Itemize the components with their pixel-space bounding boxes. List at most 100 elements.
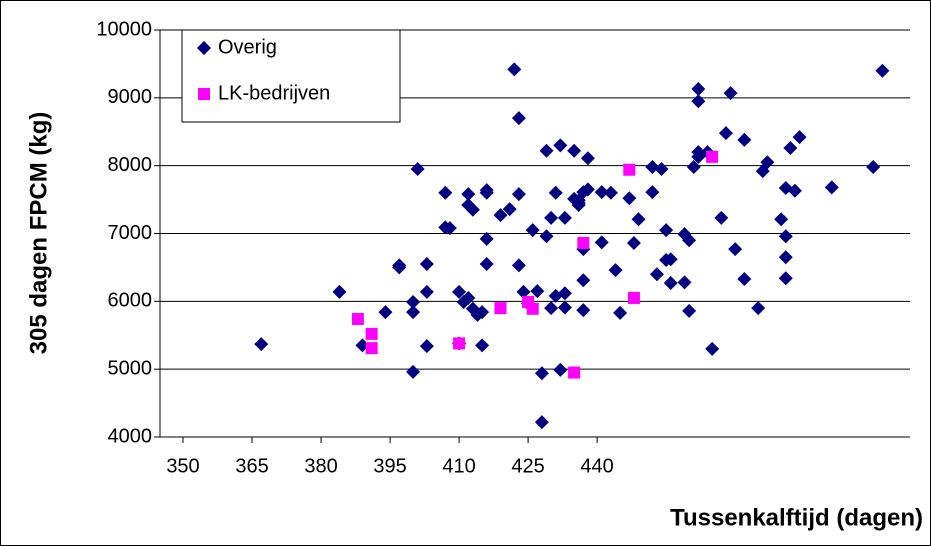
point (760, 155, 775, 170)
point (442, 221, 457, 236)
point (691, 94, 706, 109)
point (419, 284, 434, 299)
point (608, 263, 623, 278)
point (419, 339, 434, 354)
legend-label: Overig (218, 36, 277, 58)
point (548, 185, 563, 200)
point (691, 145, 706, 160)
point (751, 301, 766, 316)
point (649, 267, 664, 282)
point (365, 342, 378, 355)
point (705, 341, 720, 356)
point (526, 302, 539, 315)
point (539, 229, 554, 244)
point (406, 364, 421, 379)
point (479, 257, 494, 272)
legend-label: LK-bedrijven (218, 82, 330, 104)
point (470, 307, 485, 322)
legend: Overig LK-bedrijven (181, 29, 401, 123)
point (723, 86, 738, 101)
point (613, 305, 628, 320)
y-tick-label: 8000 (108, 154, 153, 176)
point (332, 284, 347, 299)
y-axis-title: 305 dagen FPCM (kg) (25, 112, 52, 355)
legend-marker (197, 41, 211, 55)
point (737, 132, 752, 147)
point (783, 141, 798, 156)
point (534, 415, 549, 430)
point (677, 275, 692, 290)
point (645, 160, 660, 175)
legend-marker (198, 88, 210, 100)
y-tick-label: 7000 (108, 222, 153, 244)
point (493, 208, 508, 223)
point (502, 202, 517, 217)
point (580, 151, 595, 166)
point (645, 185, 660, 200)
point (603, 185, 618, 200)
point (567, 143, 582, 158)
point (392, 260, 407, 275)
point (866, 160, 881, 175)
y-tick-label: 5000 (108, 357, 153, 379)
point (627, 291, 640, 304)
y-tick-label: 4000 (108, 425, 153, 447)
point (594, 185, 609, 200)
point (654, 162, 669, 177)
point (576, 303, 591, 318)
point (691, 82, 706, 97)
point (516, 284, 531, 299)
point (631, 212, 646, 227)
point (452, 284, 467, 299)
point (479, 231, 494, 246)
point (544, 210, 559, 225)
point (539, 143, 554, 158)
point (557, 300, 572, 315)
x-tick-label: 350 (166, 455, 199, 477)
legend-box (181, 29, 401, 123)
point (659, 223, 674, 238)
point (365, 327, 378, 340)
point (461, 187, 476, 202)
point (511, 258, 526, 273)
point (378, 305, 393, 320)
point (406, 305, 421, 320)
point (534, 366, 549, 381)
point (824, 180, 839, 195)
point (475, 338, 490, 353)
point (774, 212, 789, 227)
plot-area: 4000 5000 6000 7000 8000 9000 10000 350 365 380 39… (96, 18, 910, 477)
point (465, 202, 480, 217)
point (682, 233, 697, 248)
y-tick-label: 10000 (96, 18, 152, 40)
point (626, 235, 641, 250)
point (728, 242, 743, 257)
point (511, 111, 526, 126)
point (530, 284, 545, 299)
point (438, 185, 453, 200)
point (718, 126, 733, 141)
point (511, 187, 526, 202)
point (525, 223, 540, 238)
point (254, 337, 269, 352)
point (792, 130, 807, 145)
point (577, 236, 590, 249)
point (557, 210, 572, 225)
point (571, 195, 586, 210)
x-tick-label: 425 (511, 455, 544, 477)
point (875, 63, 890, 78)
point (453, 337, 466, 350)
point (410, 162, 425, 177)
point (580, 182, 595, 197)
x-tick-label: 410 (442, 455, 475, 477)
point (622, 191, 637, 206)
point (494, 302, 507, 315)
x-tick-label: 395 (373, 455, 406, 477)
point (706, 150, 719, 163)
point (461, 290, 476, 305)
point (682, 303, 697, 318)
point (419, 257, 434, 272)
point (686, 160, 701, 175)
